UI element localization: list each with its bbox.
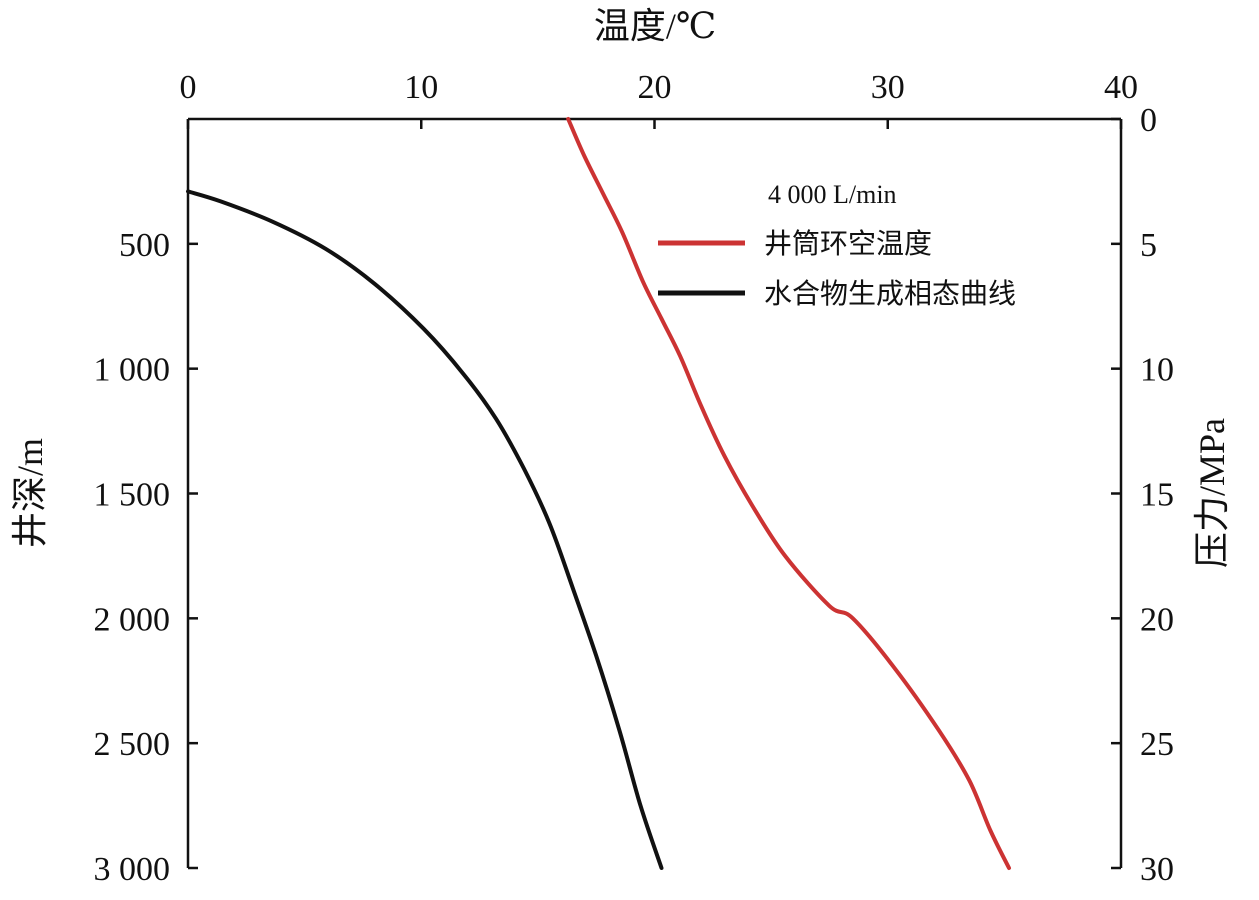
y-left-tick-label: 1 500 bbox=[94, 477, 171, 514]
legend-label-1: 水合物生成相态曲线 bbox=[764, 278, 1016, 310]
series-line-0 bbox=[566, 117, 1011, 870]
legend-label-0: 井筒环空温度 bbox=[764, 228, 932, 260]
y-right-tick-label: 0 bbox=[1140, 102, 1157, 139]
y-left-tick-label: 2 500 bbox=[94, 726, 171, 763]
y-right-tick-label: 15 bbox=[1140, 477, 1174, 514]
y-left-tick-label: 2 000 bbox=[94, 601, 171, 638]
x-axis-title: 温度/℃ bbox=[594, 6, 716, 46]
y-left-tick-label: 500 bbox=[119, 227, 170, 264]
y-right-tick-label: 25 bbox=[1140, 726, 1174, 763]
y-right-tick-label: 20 bbox=[1140, 601, 1174, 638]
x-tick-label: 40 bbox=[1104, 69, 1138, 106]
axes-layer: 0 10 20 30 40 500 1 000 1 500 2 000 2 500 3 000 0 5 1… bbox=[94, 69, 1175, 888]
series-line-1 bbox=[186, 189, 664, 870]
x-tick-label: 30 bbox=[871, 69, 905, 106]
legend-title: 4 000 L/min bbox=[768, 180, 897, 209]
y-right-tick-label: 30 bbox=[1140, 851, 1174, 888]
x-tick-label: 20 bbox=[638, 69, 672, 106]
x-tick-label: 10 bbox=[404, 69, 438, 106]
y-axis-left-title: 井深/m bbox=[10, 438, 50, 548]
y-right-tick-label: 5 bbox=[1140, 227, 1157, 264]
y-axis-right-title: 压力/MPa bbox=[1192, 418, 1232, 568]
y-left-tick-label: 3 000 bbox=[94, 851, 171, 888]
series-layer bbox=[186, 117, 1011, 870]
x-tick-label: 0 bbox=[180, 69, 197, 106]
y-right-tick-label: 10 bbox=[1140, 352, 1174, 389]
y-left-tick-label: 1 000 bbox=[94, 352, 171, 389]
